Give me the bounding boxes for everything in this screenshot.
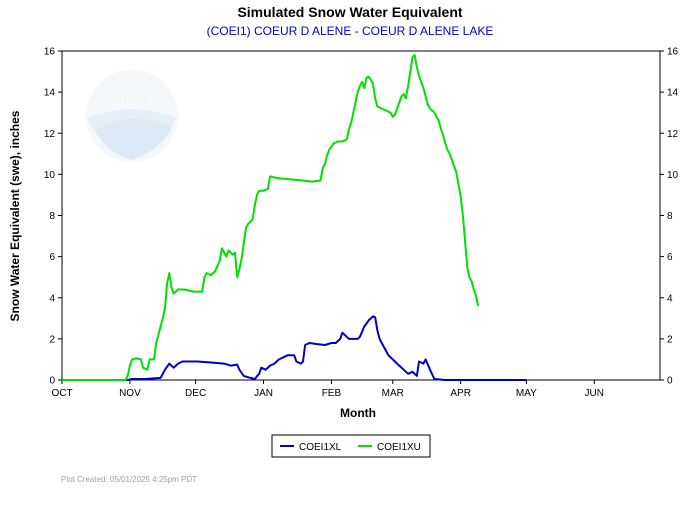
- plot-created-footer: Plot Created: 05/01/2025 4:25pm PDT: [61, 475, 197, 484]
- legend-box: [271, 434, 431, 458]
- x-axis: OCT NOV DEC JAN FEB MAR APR MAY JUN: [51, 380, 604, 399]
- y-tick-label-right: 14: [667, 88, 679, 99]
- x-tick-label-apr: APR: [450, 388, 471, 399]
- y-tick-label-right: 6: [667, 252, 673, 263]
- legend-label-coei1xl: COEI1XL: [299, 442, 342, 453]
- x-tick-label-jun: JUN: [585, 388, 604, 399]
- x-tick-label-feb: FEB: [322, 388, 342, 399]
- series-line-coei1xu: [62, 54, 480, 381]
- y-tick-label-right: 8: [667, 211, 673, 222]
- y-axis-right: 0 2 4 6 8 10 12 14 16: [660, 47, 679, 387]
- y-tick-label-left: 12: [44, 129, 56, 140]
- y-tick-label-right: 0: [667, 376, 673, 387]
- y-axis-label: Snow Water Equivalent (swe), inches: [8, 110, 22, 321]
- legend: COEI1XL COEI1XU: [271, 434, 431, 458]
- x-tick-label-may: MAY: [516, 388, 537, 399]
- x-tick-label-dec: DEC: [185, 388, 206, 399]
- x-tick-label-mar: MAR: [382, 388, 404, 399]
- chart-subtitle: (COEI1) COEUR D ALENE - COEUR D ALENE LA…: [207, 24, 494, 38]
- y-tick-label-right: 2: [667, 334, 673, 345]
- legend-label-coei1xu: COEI1XU: [377, 442, 421, 453]
- x-tick-label-oct: OCT: [51, 388, 72, 399]
- y-tick-label-left: 8: [49, 211, 55, 222]
- chart-title: Simulated Snow Water Equivalent: [237, 4, 462, 20]
- x-tick-label-nov: NOV: [119, 388, 141, 399]
- y-tick-label-left: 14: [44, 88, 56, 99]
- series-lines: [62, 54, 527, 381]
- y-tick-label-left: 16: [44, 47, 56, 58]
- x-tick-label-jan: JAN: [254, 388, 273, 399]
- y-tick-label-left: 10: [44, 170, 56, 181]
- y-tick-label-left: 0: [49, 376, 55, 387]
- y-tick-label-right: 16: [667, 47, 679, 58]
- y-tick-label-left: 4: [49, 293, 55, 304]
- y-tick-label-right: 10: [667, 170, 679, 181]
- y-tick-label-right: 4: [667, 293, 673, 304]
- y-tick-label-left: 2: [49, 334, 55, 345]
- y-tick-label-left: 6: [49, 252, 55, 263]
- series-line-coei1xl: [62, 315, 527, 381]
- x-axis-label: Month: [340, 406, 376, 420]
- noaa-logo-icon: NOAA: [86, 70, 178, 162]
- y-axis-left: 0 2 4 6 8 10 12 14 16: [44, 47, 62, 387]
- noaa-watermark-text: NOAA: [108, 93, 156, 110]
- y-tick-label-right: 12: [667, 129, 679, 140]
